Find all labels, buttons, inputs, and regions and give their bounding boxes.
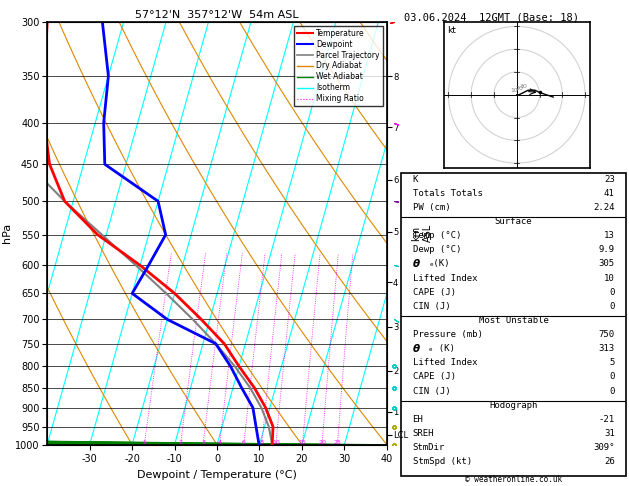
Text: 0: 0 — [610, 288, 615, 296]
Title: 57°12'N  357°12'W  54m ASL: 57°12'N 357°12'W 54m ASL — [135, 10, 299, 20]
Text: Temp (°C): Temp (°C) — [413, 231, 461, 240]
Y-axis label: hPa: hPa — [3, 223, 12, 243]
Text: CAPE (J): CAPE (J) — [413, 288, 455, 296]
Text: 31: 31 — [604, 429, 615, 438]
Text: 26: 26 — [604, 457, 615, 466]
Text: 10: 10 — [272, 440, 280, 445]
Legend: Temperature, Dewpoint, Parcel Trajectory, Dry Adiabat, Wet Adiabat, Isotherm, Mi: Temperature, Dewpoint, Parcel Trajectory… — [294, 26, 383, 106]
Text: 10: 10 — [511, 88, 518, 93]
Text: Lifted Index: Lifted Index — [413, 358, 477, 367]
Text: Hodograph: Hodograph — [489, 400, 538, 410]
Text: 313: 313 — [599, 344, 615, 353]
Text: 0: 0 — [610, 302, 615, 311]
Text: Most Unstable: Most Unstable — [479, 316, 548, 325]
Text: PW (cm): PW (cm) — [413, 203, 450, 212]
Text: Totals Totals: Totals Totals — [413, 189, 482, 198]
Text: 1: 1 — [142, 440, 146, 445]
Text: 3: 3 — [201, 440, 205, 445]
Text: CIN (J): CIN (J) — [413, 386, 450, 396]
Text: 8: 8 — [260, 440, 264, 445]
Text: 5: 5 — [610, 358, 615, 367]
Text: kt: kt — [447, 26, 455, 35]
Text: K: K — [413, 174, 418, 184]
Text: Surface: Surface — [495, 217, 532, 226]
Y-axis label: km
ASL: km ASL — [411, 224, 433, 243]
Text: 305: 305 — [599, 260, 615, 268]
Text: 41: 41 — [604, 189, 615, 198]
Text: -21: -21 — [599, 415, 615, 424]
Text: © weatheronline.co.uk: © weatheronline.co.uk — [465, 474, 562, 484]
X-axis label: Dewpoint / Temperature (°C): Dewpoint / Temperature (°C) — [137, 470, 297, 480]
Text: 2: 2 — [179, 440, 182, 445]
Text: StmDir: StmDir — [413, 443, 445, 452]
Text: θ: θ — [413, 260, 420, 269]
Text: 20: 20 — [318, 440, 326, 445]
Text: 309°: 309° — [593, 443, 615, 452]
Text: θ: θ — [413, 344, 420, 354]
Text: ₑ (K): ₑ (K) — [428, 344, 455, 353]
Text: 03.06.2024  12GMT (Base: 18): 03.06.2024 12GMT (Base: 18) — [404, 12, 579, 22]
Text: CIN (J): CIN (J) — [413, 302, 450, 311]
Text: 10: 10 — [604, 274, 615, 282]
Text: 13: 13 — [604, 231, 615, 240]
Text: 15: 15 — [299, 440, 306, 445]
Text: CAPE (J): CAPE (J) — [413, 372, 455, 382]
Text: Pressure (mb): Pressure (mb) — [413, 330, 482, 339]
Text: 30: 30 — [520, 84, 528, 89]
Text: 20: 20 — [515, 86, 523, 91]
Text: ₑ(K): ₑ(K) — [428, 260, 450, 268]
Text: 2.24: 2.24 — [593, 203, 615, 212]
Text: EH: EH — [413, 415, 423, 424]
Text: 0: 0 — [610, 372, 615, 382]
Text: 25: 25 — [333, 440, 342, 445]
Text: 4: 4 — [218, 440, 221, 445]
Text: Lifted Index: Lifted Index — [413, 274, 477, 282]
Text: 0: 0 — [610, 386, 615, 396]
Text: 9.9: 9.9 — [599, 245, 615, 254]
Text: Dewp (°C): Dewp (°C) — [413, 245, 461, 254]
Text: 6: 6 — [242, 440, 246, 445]
Text: 23: 23 — [604, 174, 615, 184]
Text: SREH: SREH — [413, 429, 434, 438]
Text: StmSpd (kt): StmSpd (kt) — [413, 457, 472, 466]
Text: 750: 750 — [599, 330, 615, 339]
